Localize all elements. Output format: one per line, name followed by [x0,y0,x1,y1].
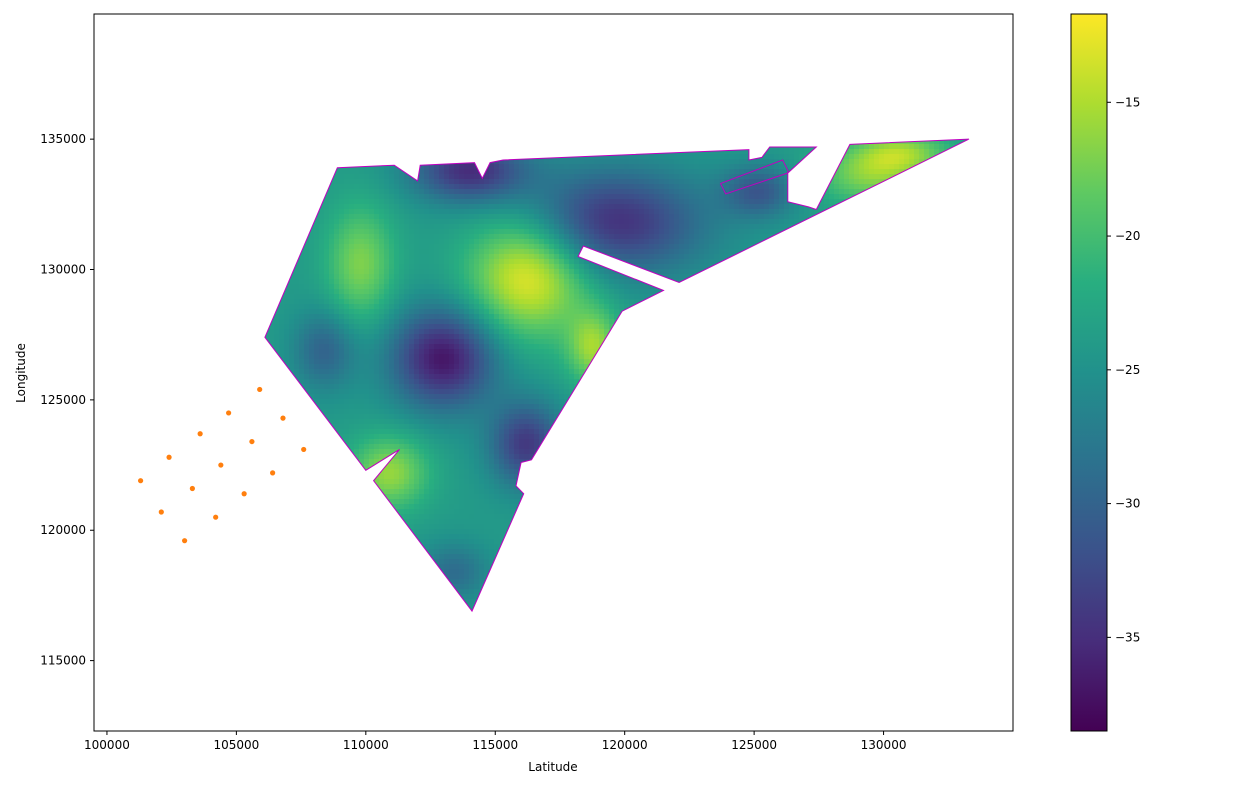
orange-point-1 [158,509,164,515]
colorbar-tick-label: −25 [1115,363,1140,377]
y-tick-label: 115000 [40,654,86,668]
region-boundary [264,138,970,613]
orange-point-6 [197,431,203,437]
orange-point-0 [137,478,144,484]
plot-frame [93,13,1014,732]
x-tick-label: 120000 [602,738,648,752]
orange-point-10 [249,438,255,445]
y-tick-label: 120000 [40,523,86,537]
x-tick-label: 105000 [213,738,259,752]
orange-points [137,386,307,544]
orange-point-14 [301,446,307,453]
orange-point-4 [189,485,195,492]
orange-point-11 [270,470,276,476]
orange-point-3 [166,454,172,460]
y-tick-label: 135000 [40,132,86,146]
colorbar-tick-label: −30 [1115,497,1140,511]
y-tick-label: 125000 [40,393,86,407]
x-tick-label: 115000 [472,738,518,752]
colorbar-tick-label: −20 [1115,229,1140,243]
x-axis-label: Latitude [528,760,577,774]
orange-point-5 [213,514,219,520]
colorbar-tick-label: −15 [1115,95,1140,109]
x-tick-label: 100000 [84,738,130,752]
colorbar-tick-label: −35 [1115,630,1140,644]
orange-point-7 [218,462,224,468]
colorbar [1070,13,1108,732]
x-tick-label: 110000 [343,738,389,752]
orange-point-9 [226,410,232,416]
colorbar-axis: −35 −30 −25 −20 −15 [1107,95,1140,644]
x-tick-label: 125000 [731,738,777,752]
x-tick-label: 130000 [861,738,907,752]
orange-point-12 [257,386,263,393]
y-tick-label: 130000 [40,263,86,277]
x-axis: 100000 105000 110000 115000 120000 125000 1300… [84,731,906,752]
orange-point-8 [241,491,247,497]
y-axis: 115000 120000 125000 130000 135000 [40,132,94,668]
y-axis-label: Longitude [14,343,28,403]
orange-point-13 [280,415,286,421]
orange-point-2 [182,538,188,544]
